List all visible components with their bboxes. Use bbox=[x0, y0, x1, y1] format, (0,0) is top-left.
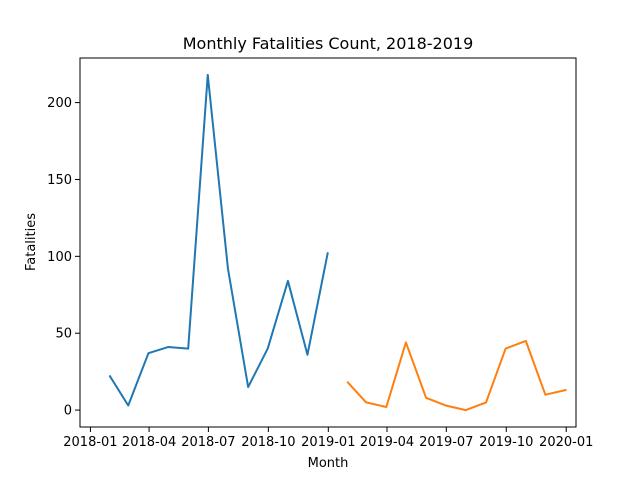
x-axis-title: Month bbox=[308, 456, 349, 471]
y-tick-label: 200 bbox=[47, 96, 72, 111]
y-tick-label: 150 bbox=[47, 173, 72, 188]
x-axis: 2018-01 2018-04 2018-07 2018-10 2019-01 2019-… bbox=[63, 427, 593, 450]
x-tick-label: 2018-07 bbox=[181, 435, 235, 450]
series-line-2 bbox=[346, 339, 567, 412]
y-tick-label: 0 bbox=[64, 404, 72, 419]
x-tick-label: 2019-07 bbox=[419, 435, 473, 450]
y-tick-label: 100 bbox=[47, 250, 72, 265]
y-axis-title: Fatalities bbox=[24, 213, 39, 271]
y-axis: 0 50 100 150 200 bbox=[47, 96, 80, 419]
x-tick-label: 2018-01 bbox=[63, 435, 117, 450]
y-tick-label: 50 bbox=[55, 327, 72, 342]
x-tick-label: 2019-04 bbox=[360, 435, 414, 450]
x-tick-label: 2019-10 bbox=[479, 435, 533, 450]
series-line-1 bbox=[108, 73, 329, 407]
chart-title: Monthly Fatalities Count, 2018-2019 bbox=[183, 34, 474, 53]
x-tick-label: 2019-01 bbox=[301, 435, 355, 450]
plot-area bbox=[108, 73, 567, 412]
x-tick-label: 2020-01 bbox=[539, 435, 593, 450]
x-tick-label: 2018-04 bbox=[122, 435, 176, 450]
x-tick-label: 2018-10 bbox=[241, 435, 295, 450]
